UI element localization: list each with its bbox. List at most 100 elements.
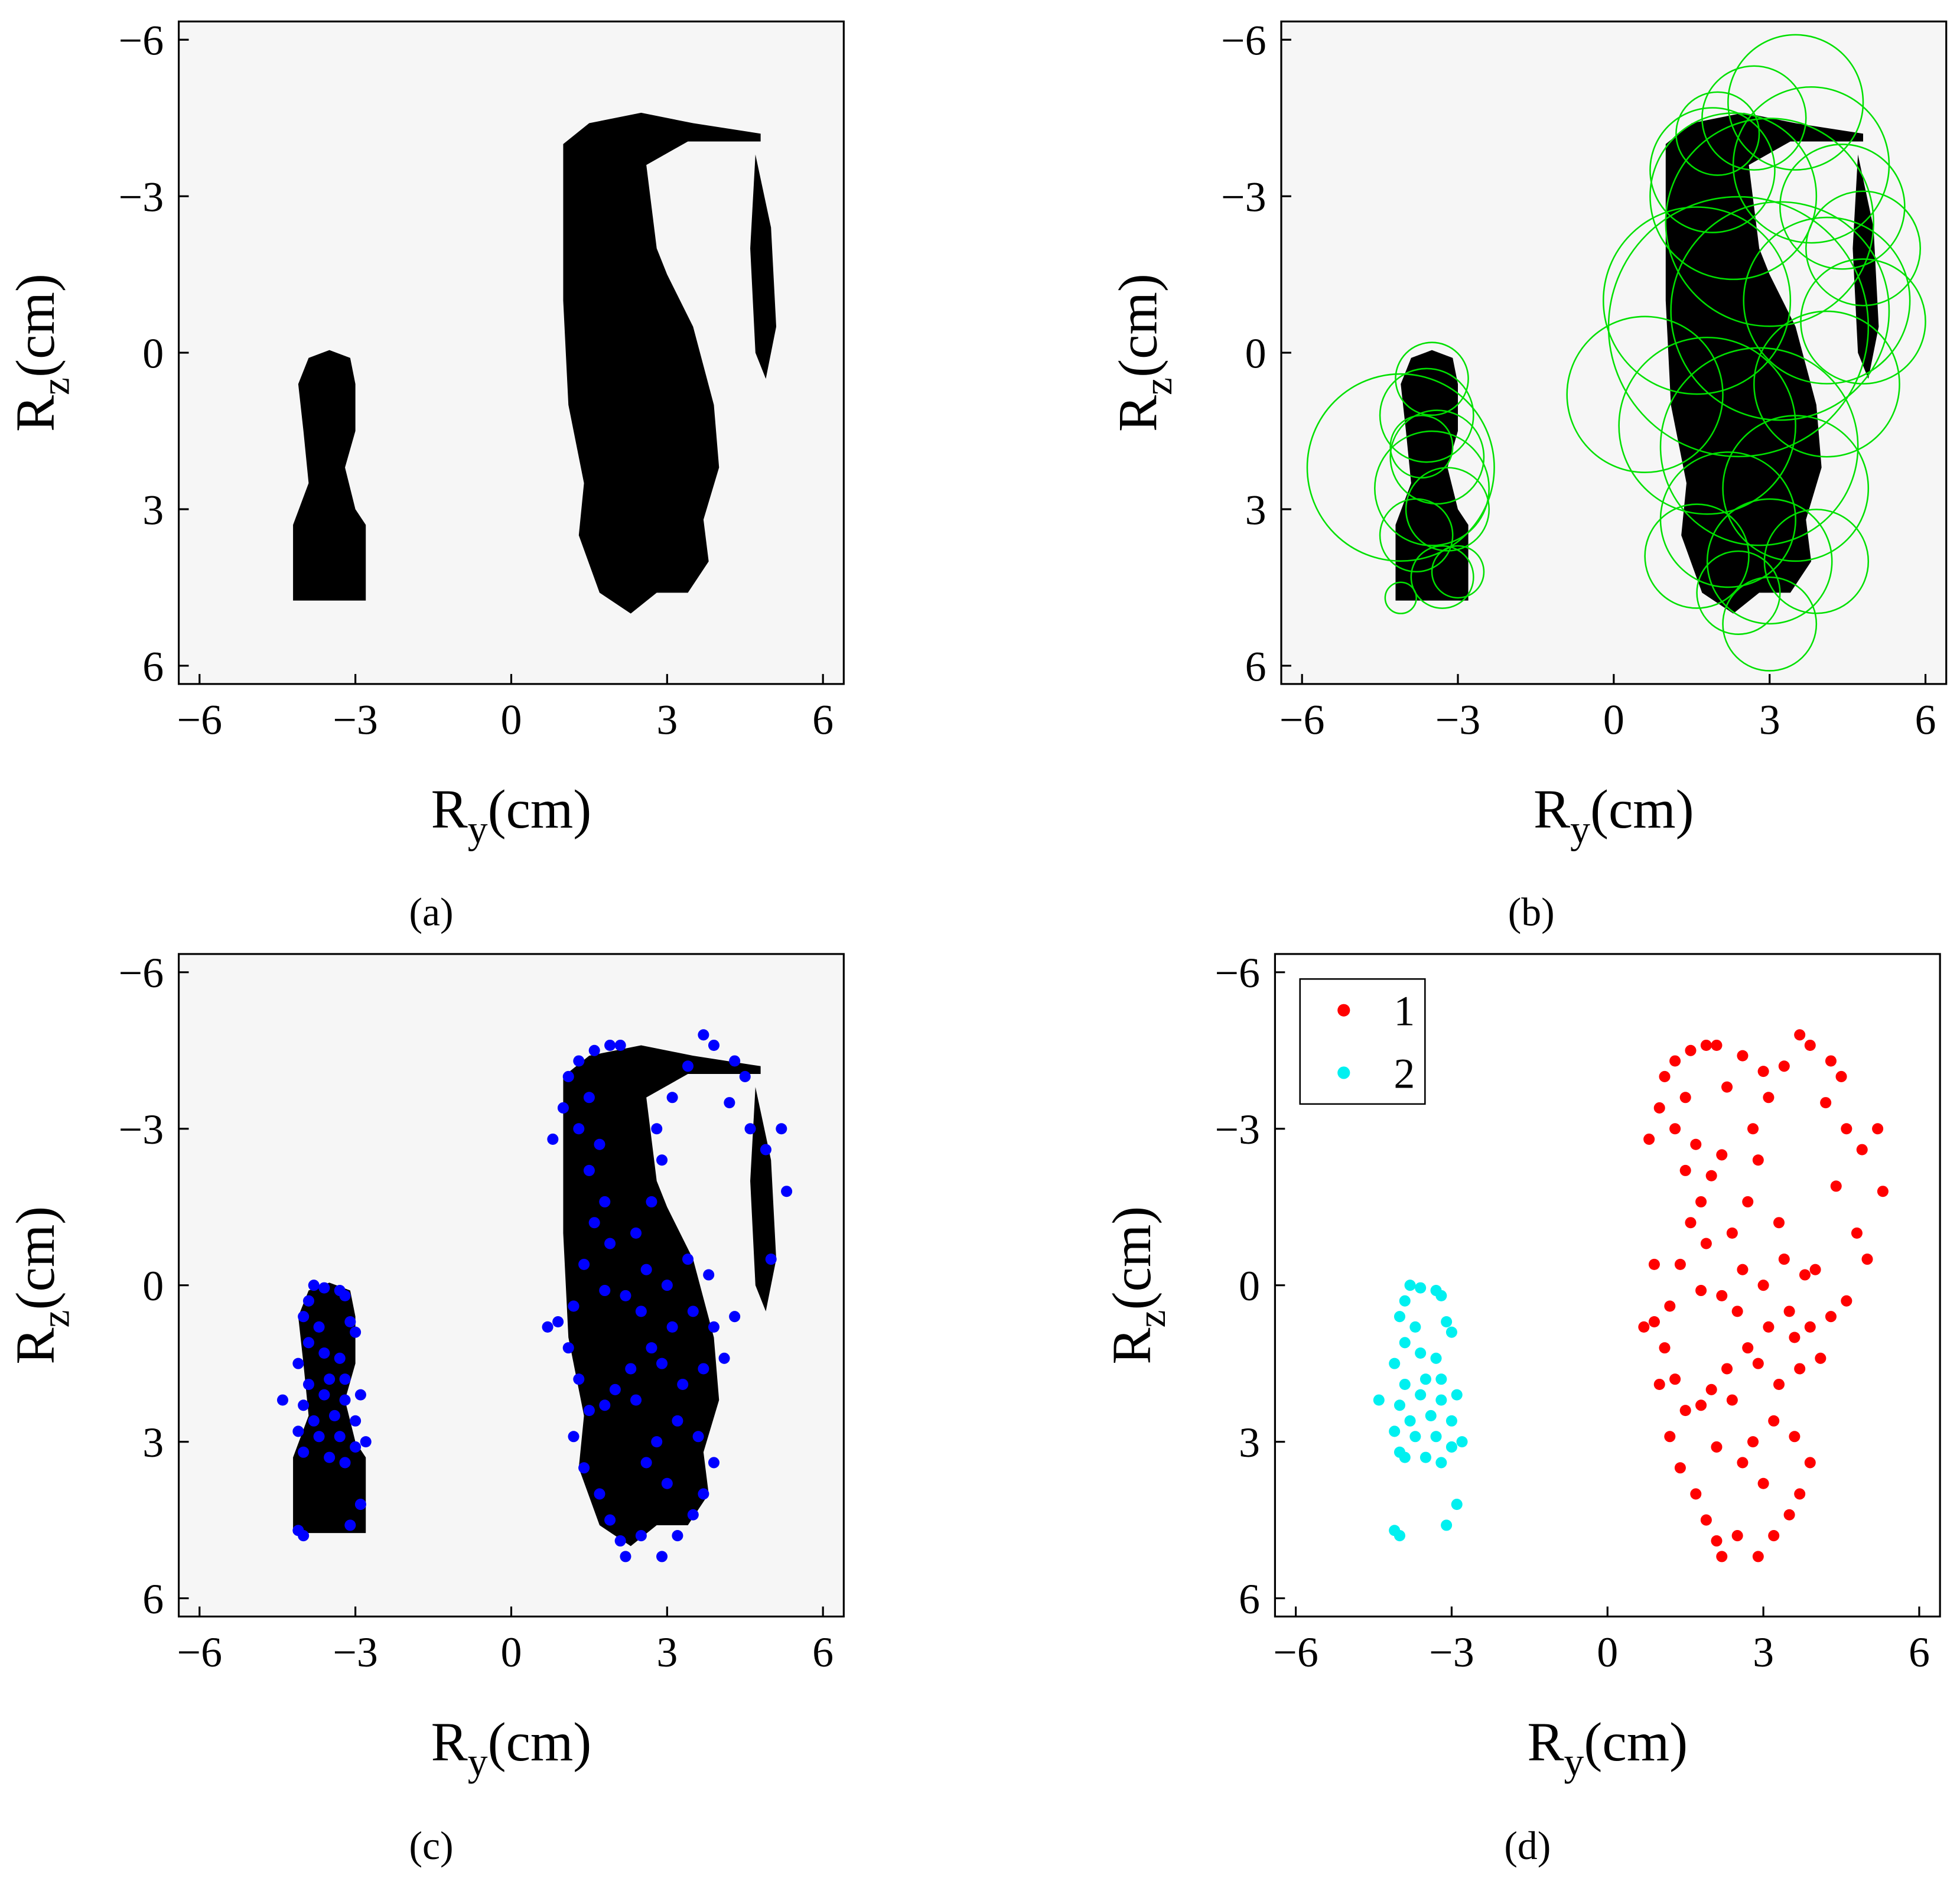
point — [1804, 1457, 1816, 1469]
point — [604, 1039, 616, 1051]
point — [1659, 1342, 1671, 1354]
point — [640, 1457, 652, 1469]
point — [292, 1425, 304, 1437]
point — [313, 1321, 325, 1333]
detection-circle — [1649, 107, 1776, 233]
point — [547, 1133, 559, 1145]
point — [1825, 1311, 1837, 1323]
point — [360, 1436, 372, 1448]
point — [1830, 1180, 1842, 1192]
xlabel: Ry(cm) — [431, 1712, 592, 1784]
point — [1763, 1092, 1775, 1103]
point — [1721, 1081, 1733, 1093]
xlabel-unit: (cm) — [1590, 779, 1694, 840]
point — [1757, 1066, 1769, 1078]
point — [739, 1070, 751, 1082]
x-tick-label: 3 — [1753, 1629, 1774, 1676]
point — [1835, 1070, 1847, 1082]
point — [583, 1164, 595, 1176]
point — [1731, 1306, 1743, 1317]
ylabel: Rz(cm) — [1108, 274, 1180, 432]
point — [1638, 1321, 1650, 1333]
detection-circle — [1395, 341, 1469, 416]
detection-circle — [1706, 498, 1833, 625]
point — [1419, 1373, 1431, 1385]
point — [354, 1389, 366, 1401]
y-tick-label: 3 — [142, 1419, 164, 1466]
point — [1716, 1290, 1728, 1301]
caption: (d) — [1504, 1824, 1551, 1868]
point — [1415, 1389, 1427, 1401]
xlabel-unit: (cm) — [488, 779, 592, 840]
point — [1674, 1258, 1686, 1270]
point — [1394, 1399, 1405, 1411]
point — [1716, 1551, 1728, 1563]
point — [1445, 1415, 1457, 1427]
y-tick-label: −3 — [119, 1106, 164, 1153]
point — [1690, 1488, 1702, 1500]
point — [1711, 1535, 1723, 1547]
point — [339, 1457, 351, 1469]
point — [308, 1280, 320, 1291]
point — [1679, 1164, 1691, 1176]
point — [1789, 1332, 1801, 1343]
point — [573, 1055, 585, 1067]
detection-circle — [1670, 201, 1890, 421]
ylabel: Rz(cm) — [5, 1206, 77, 1365]
point — [1409, 1431, 1421, 1443]
point — [594, 1488, 605, 1500]
point — [1399, 1378, 1411, 1390]
point — [1441, 1519, 1453, 1531]
ylabel-sub: z — [33, 1310, 77, 1327]
point — [1778, 1254, 1790, 1265]
detection-circle — [1566, 315, 1724, 473]
point — [578, 1258, 590, 1270]
y-tick-label: −6 — [1221, 17, 1266, 64]
point — [1737, 1050, 1749, 1062]
point — [1841, 1123, 1852, 1135]
xlabel-main: R — [1527, 1712, 1564, 1773]
point — [698, 1488, 709, 1500]
point — [350, 1415, 362, 1427]
point — [1685, 1217, 1697, 1229]
point — [1679, 1405, 1691, 1417]
x-tick-label: 0 — [500, 1629, 522, 1676]
x-tick-label: −3 — [333, 696, 378, 744]
ylabel: Rz(cm) — [1102, 1206, 1174, 1365]
point — [1742, 1342, 1754, 1354]
point — [354, 1499, 366, 1511]
point — [1721, 1363, 1733, 1375]
point — [698, 1029, 709, 1041]
xlabel-main: R — [1534, 779, 1570, 840]
point — [324, 1451, 336, 1463]
x-tick-label: 3 — [1759, 696, 1780, 744]
y-tick-label: 0 — [1239, 1262, 1260, 1310]
point — [1789, 1431, 1801, 1443]
point — [276, 1394, 289, 1406]
point — [677, 1378, 689, 1390]
detection-circle — [1665, 118, 1874, 327]
legend-marker — [1337, 1066, 1350, 1079]
point — [609, 1384, 621, 1395]
point — [1669, 1123, 1681, 1135]
point — [1794, 1488, 1806, 1500]
detection-circle — [1701, 65, 1807, 171]
point — [1643, 1133, 1655, 1145]
detection-circle — [1374, 430, 1490, 546]
point — [687, 1306, 699, 1317]
xlabel: Ry(cm) — [1527, 1712, 1688, 1784]
point — [1809, 1264, 1821, 1275]
point — [1804, 1321, 1816, 1333]
point — [339, 1373, 351, 1385]
point — [1425, 1410, 1437, 1421]
y-tick-label: 6 — [142, 1575, 164, 1623]
point — [1737, 1264, 1749, 1275]
point — [1430, 1431, 1442, 1443]
caption: (b) — [1508, 890, 1555, 934]
point — [328, 1410, 340, 1421]
plot-background — [178, 953, 844, 1617]
point — [1695, 1399, 1707, 1411]
x-tick-label: 0 — [1603, 696, 1624, 744]
